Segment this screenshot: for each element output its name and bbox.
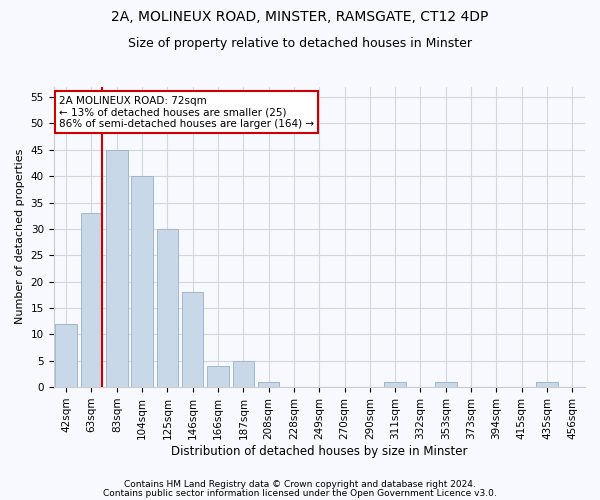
Text: 2A MOLINEUX ROAD: 72sqm
← 13% of detached houses are smaller (25)
86% of semi-de: 2A MOLINEUX ROAD: 72sqm ← 13% of detache… (59, 96, 314, 128)
Text: Contains public sector information licensed under the Open Government Licence v3: Contains public sector information licen… (103, 488, 497, 498)
X-axis label: Distribution of detached houses by size in Minster: Distribution of detached houses by size … (171, 444, 467, 458)
Text: Size of property relative to detached houses in Minster: Size of property relative to detached ho… (128, 38, 472, 51)
Bar (207, 366, 229, 387)
Bar (81, 213, 102, 387)
Bar (157, 229, 178, 387)
Bar (385, 382, 406, 387)
Bar (131, 176, 153, 387)
Bar (182, 292, 203, 387)
Bar (55, 324, 77, 387)
Text: 2A, MOLINEUX ROAD, MINSTER, RAMSGATE, CT12 4DP: 2A, MOLINEUX ROAD, MINSTER, RAMSGATE, CT… (112, 10, 488, 24)
Bar (258, 382, 280, 387)
Text: Contains HM Land Registry data © Crown copyright and database right 2024.: Contains HM Land Registry data © Crown c… (124, 480, 476, 489)
Y-axis label: Number of detached properties: Number of detached properties (15, 149, 25, 324)
Bar (536, 382, 558, 387)
Bar (435, 382, 457, 387)
Bar (233, 360, 254, 387)
Bar (106, 150, 128, 387)
